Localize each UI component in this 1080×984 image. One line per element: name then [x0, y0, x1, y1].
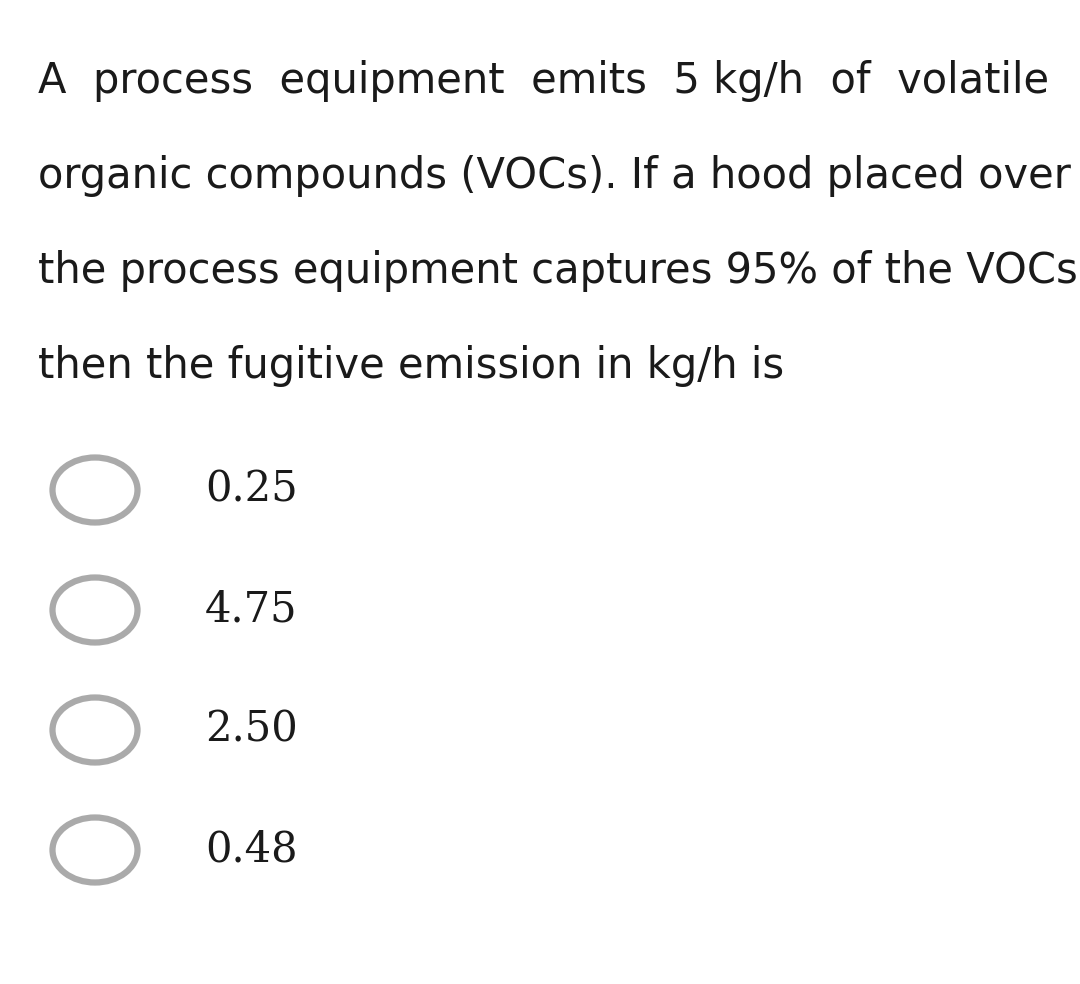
- Text: 0.48: 0.48: [205, 829, 297, 871]
- Text: 4.75: 4.75: [205, 589, 298, 631]
- Text: A  process  equipment  emits  5 kg/h  of  volatile: A process equipment emits 5 kg/h of vola…: [38, 60, 1049, 102]
- Text: organic compounds (VOCs). If a hood placed over: organic compounds (VOCs). If a hood plac…: [38, 155, 1071, 197]
- Text: the process equipment captures 95% of the VOCs,: the process equipment captures 95% of th…: [38, 250, 1080, 292]
- Text: 0.25: 0.25: [205, 469, 298, 511]
- Text: 2.50: 2.50: [205, 709, 298, 751]
- Text: then the fugitive emission in kg/h is: then the fugitive emission in kg/h is: [38, 345, 784, 387]
